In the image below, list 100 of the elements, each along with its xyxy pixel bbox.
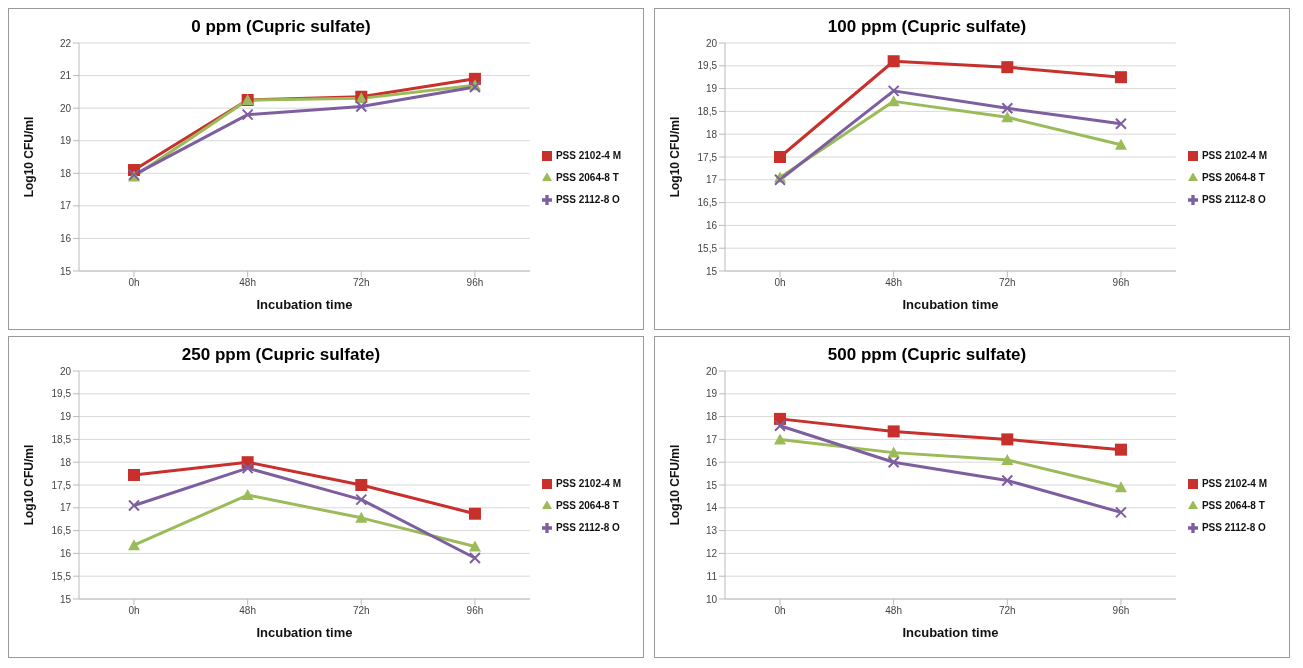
- x-tick-label: 72h: [998, 605, 1016, 617]
- point: [355, 100, 368, 113]
- y-tick-label: 17: [705, 433, 718, 445]
- x-tick-label: 72h: [998, 277, 1016, 289]
- y-tick-label: 21: [59, 70, 72, 82]
- y-tick-label: 20: [705, 365, 718, 377]
- y-tick-label: 16,5: [697, 197, 718, 209]
- y-tick-label: 19: [59, 411, 72, 423]
- y-tick-label: 11: [706, 570, 718, 582]
- point: [241, 489, 254, 501]
- y-axis-title: Log10 CFU/ml: [22, 116, 37, 198]
- x-tick-label: 48h: [885, 277, 902, 289]
- y-tick-label: 18: [59, 167, 72, 179]
- chart-title: 500 ppm (Cupric sulfate): [826, 345, 1028, 365]
- point: [355, 479, 368, 491]
- point: [241, 108, 254, 121]
- x-tick-label: 96h: [466, 605, 484, 617]
- legend-label: PSS 2112-8 O: [555, 194, 620, 205]
- legend-label: PSS 2064-8 T: [555, 172, 619, 183]
- y-tick-label: 15,5: [51, 570, 72, 582]
- x-tick-label: 72h: [352, 605, 370, 617]
- y-tick-label: 19,5: [697, 60, 718, 72]
- point: [1001, 453, 1014, 465]
- point: [1114, 71, 1127, 84]
- y-tick-label: 15: [59, 265, 72, 277]
- y-tick-label: 10: [705, 593, 718, 605]
- y-tick-label: 16: [59, 547, 72, 559]
- point: [468, 551, 481, 564]
- legend-label: PSS 2102-4 M: [555, 150, 621, 161]
- point: [887, 95, 900, 107]
- point: [355, 493, 368, 506]
- x-tick-label: 0h: [774, 605, 786, 617]
- y-tick-label: 18,5: [51, 433, 72, 445]
- x-tick-label: 0h: [128, 605, 140, 617]
- y-axis-title: Log10 CFU/ml: [22, 444, 37, 526]
- y-tick-label: 15: [59, 593, 72, 605]
- point: [128, 468, 140, 481]
- point: [1114, 117, 1127, 130]
- chart-title: 100 ppm (Cupric sulfate): [826, 17, 1028, 37]
- legend-label: PSS 2112-8 O: [1201, 522, 1266, 533]
- y-axis-title: Log10 CFU/ml: [668, 444, 683, 526]
- legend-label: PSS 2112-8 O: [555, 522, 620, 533]
- y-tick-label: 18,5: [697, 105, 718, 117]
- point: [887, 456, 900, 469]
- x-tick-label: 72h: [352, 277, 370, 289]
- point: [1001, 474, 1014, 487]
- y-tick-label: 19: [705, 388, 718, 400]
- y-tick-label: 13: [705, 525, 718, 537]
- y-tick-label: 18: [705, 411, 718, 423]
- point: [468, 507, 481, 520]
- y-tick-label: 12: [705, 547, 718, 559]
- x-axis-title: Incubation time: [902, 625, 999, 640]
- point: [1114, 506, 1127, 519]
- x-tick-label: 48h: [885, 605, 902, 617]
- point: [1114, 443, 1127, 456]
- point: [774, 419, 786, 432]
- point: [128, 499, 140, 512]
- point: [774, 433, 786, 445]
- point: [128, 539, 140, 551]
- y-tick-label: 20: [705, 37, 718, 49]
- point: [887, 425, 900, 438]
- point: [887, 446, 900, 458]
- y-tick-label: 14: [705, 502, 718, 514]
- legend-label: PSS 2064-8 T: [1201, 500, 1265, 511]
- point: [1001, 61, 1014, 74]
- y-tick-label: 16: [59, 232, 72, 244]
- x-axis-title: Incubation time: [902, 297, 999, 312]
- point: [1114, 138, 1127, 150]
- x-axis-title: Incubation time: [256, 625, 353, 640]
- y-tick-label: 17,5: [697, 151, 718, 163]
- legend-label: PSS 2064-8 T: [1201, 172, 1265, 183]
- point: [1001, 102, 1014, 115]
- y-tick-label: 17,5: [51, 479, 72, 491]
- y-tick-label: 16,5: [51, 525, 72, 537]
- y-tick-label: 15: [705, 479, 718, 491]
- point: [1114, 481, 1127, 493]
- y-tick-label: 20: [59, 365, 72, 377]
- x-tick-label: 48h: [239, 605, 256, 617]
- point: [355, 511, 368, 523]
- x-axis-title: Incubation time: [256, 297, 353, 312]
- y-tick-label: 19,5: [51, 388, 72, 400]
- legend-label: PSS 2102-4 M: [1201, 478, 1267, 489]
- legend-label: PSS 2112-8 O: [1201, 194, 1266, 205]
- y-tick-label: 15,5: [697, 242, 718, 254]
- legend-label: PSS 2102-4 M: [1201, 150, 1267, 161]
- x-tick-label: 96h: [466, 277, 484, 289]
- y-tick-label: 18: [59, 456, 72, 468]
- y-tick-label: 17: [59, 502, 72, 514]
- y-tick-label: 19: [705, 83, 718, 95]
- point: [774, 151, 786, 163]
- x-tick-label: 96h: [1112, 277, 1130, 289]
- x-tick-label: 0h: [774, 277, 786, 289]
- y-tick-label: 18: [705, 128, 718, 140]
- x-tick-label: 48h: [239, 277, 256, 289]
- point: [887, 55, 900, 68]
- legend-label: PSS 2064-8 T: [555, 500, 619, 511]
- point: [468, 540, 481, 552]
- y-tick-label: 19: [59, 135, 72, 147]
- chart-title: 0 ppm (Cupric sulfate): [190, 17, 372, 37]
- point: [1001, 433, 1014, 446]
